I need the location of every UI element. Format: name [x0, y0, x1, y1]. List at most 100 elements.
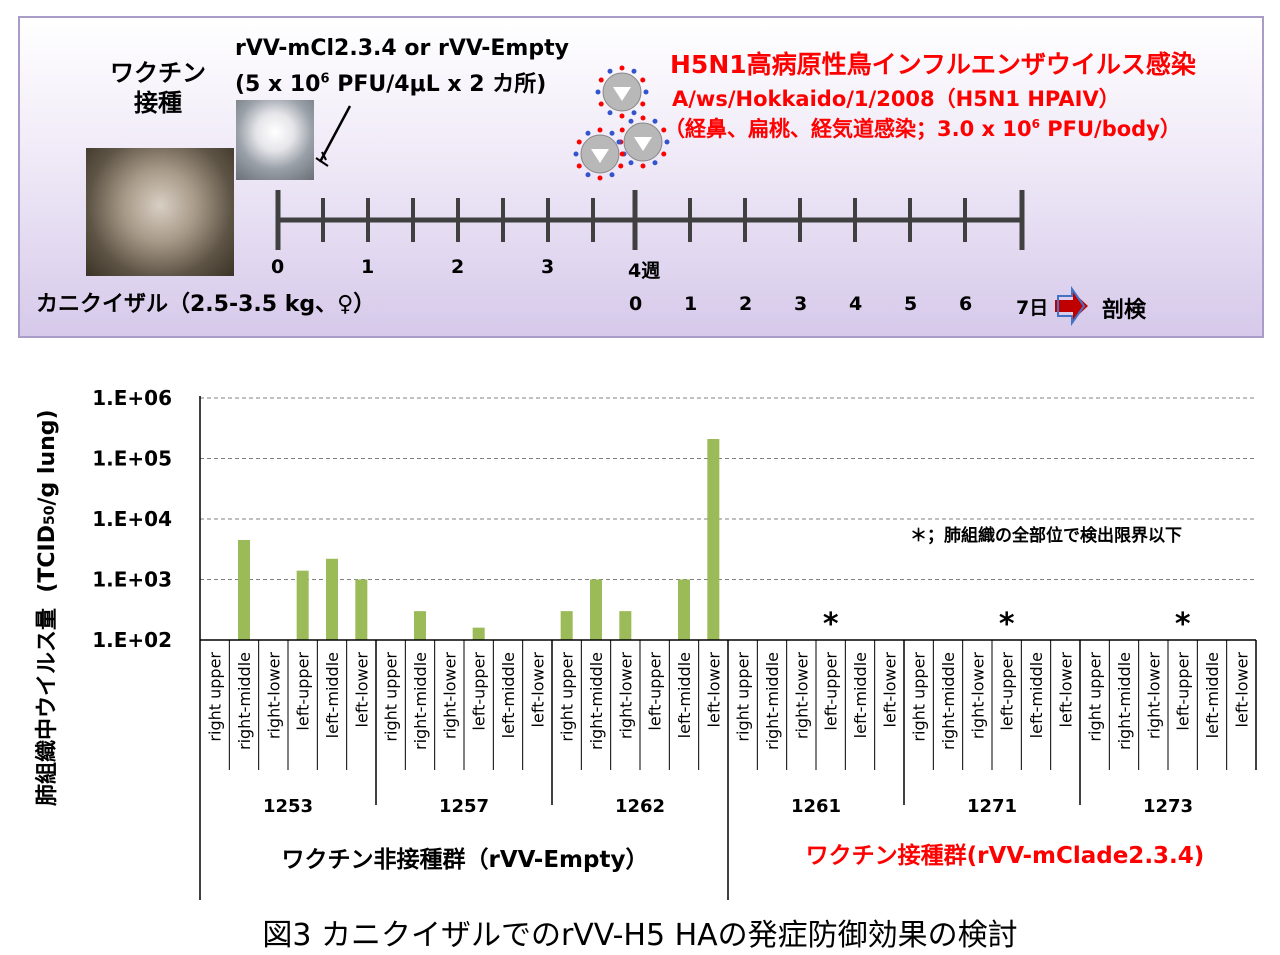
x-category-label: left-lower	[704, 652, 723, 728]
virus-spike	[585, 172, 591, 178]
figure-caption: 図3 カニクイザルでのrVV-H5 HAの発症防御効果の検討	[262, 918, 1018, 953]
bar	[238, 539, 250, 640]
bar	[326, 558, 338, 640]
bar	[707, 439, 720, 640]
bar	[678, 579, 690, 640]
week-tick-label: 4週	[628, 260, 661, 282]
lung-virus-titer-chart: 1.E+02 1.E+03 1.E+04 1.E+05 1.E+06 right upp…	[92, 386, 1257, 900]
x-category-label: left-upper	[470, 652, 489, 731]
bar	[355, 579, 368, 640]
x-category-label: right upper	[558, 652, 577, 742]
virus-core	[634, 137, 652, 151]
x-category-label: left-lower	[1232, 652, 1251, 728]
necropsy-label: 剖検	[1102, 298, 1147, 323]
virus-spike	[643, 89, 649, 95]
x-category-label: left-lower	[352, 652, 371, 728]
infection-route: （経鼻、扁桃、経気道感染；3.0 x 106 PFU/body）	[664, 117, 1181, 141]
day-tick-label: 5	[904, 293, 918, 315]
below-limit-marker: *	[1175, 607, 1191, 642]
arrow-right-icon	[1055, 285, 1088, 327]
bar	[414, 611, 426, 640]
virus-spike	[595, 89, 601, 95]
animal-id-label: 1261	[791, 796, 841, 817]
x-category-label: left-upper	[1174, 652, 1193, 731]
day-tick-label: 7日	[1016, 297, 1049, 319]
timeline	[275, 65, 1088, 327]
x-category-label: right upper	[734, 652, 753, 742]
virus-icon	[595, 65, 649, 119]
virus-core	[591, 149, 609, 163]
virus-spike	[664, 139, 670, 145]
day-tick-label: 0	[629, 293, 643, 315]
group-label-unvaccinated: ワクチン非接種群（rVV-Empty）	[281, 847, 649, 873]
x-category-label: left-upper	[646, 652, 665, 731]
x-category-label: left-middle	[851, 652, 870, 738]
week-tick-label: 2	[451, 256, 465, 278]
x-category-label: right upper	[382, 652, 401, 742]
virus-spike	[585, 130, 591, 136]
virus-spike	[607, 110, 613, 116]
virus-spike	[597, 175, 603, 181]
virus-spike	[661, 151, 667, 157]
x-category-label: left-lower	[528, 652, 547, 728]
day-tick-label: 3	[794, 293, 808, 315]
x-category-label: right upper	[910, 652, 929, 742]
virus-spike	[619, 65, 625, 71]
injection-photo	[236, 100, 314, 180]
x-category-label: right-lower	[1144, 652, 1163, 740]
y-tick-label: 1.E+02	[92, 628, 172, 652]
vaccination-label: ワクチン 接種	[110, 59, 206, 117]
x-category-label: right-lower	[264, 652, 283, 740]
virus-spike	[573, 151, 579, 157]
x-category-label: right-middle	[939, 652, 958, 750]
x-category-label: right-middle	[235, 652, 254, 750]
syringe-icon	[315, 105, 352, 167]
virus-spike	[640, 77, 646, 83]
vaccine-name: rVV-mCl2.3.4 or rVV-Empty	[235, 36, 569, 61]
bar	[619, 611, 632, 640]
virus-spike	[598, 101, 604, 107]
virus-spike	[619, 151, 625, 157]
virus-spike	[598, 77, 604, 83]
virus-spike	[607, 68, 613, 74]
virus-spike	[640, 115, 646, 121]
virus-icon	[616, 115, 670, 169]
x-category-label: left-middle	[675, 652, 694, 738]
virus-spike	[576, 163, 582, 169]
bar	[296, 570, 309, 640]
animal-label: カニクイザル（2.5-3.5 kg、♀）	[36, 292, 376, 317]
vaccine-dose: (5 x 106 PFU/4μL x 2 カ所)	[235, 71, 547, 97]
animal-id-label: 1271	[967, 796, 1017, 817]
x-category-label: left-lower	[1056, 652, 1075, 728]
virus-spike	[597, 127, 603, 133]
below-limit-marker: *	[823, 607, 839, 642]
week-tick-label: 1	[361, 256, 375, 278]
y-tick-label: 1.E+06	[92, 386, 172, 410]
virus-spike	[628, 118, 634, 124]
infection-strain: A/ws/Hokkaido/1/2008（H5N1 HPAIV）	[672, 87, 1120, 111]
animal-id-label: 1262	[615, 796, 665, 817]
x-category-label: left-upper	[822, 652, 841, 731]
virus-spike	[619, 127, 625, 133]
animal-id-label: 1253	[263, 796, 313, 817]
x-category-label: left-middle	[1203, 652, 1222, 738]
week-tick-label: 3	[541, 256, 555, 278]
below-limit-note: ＊；肺組織の全部位で検出限界以下	[910, 526, 1182, 546]
bar	[472, 627, 485, 640]
virus-spike	[631, 68, 637, 74]
group-label-vaccinated: ワクチン接種群(rVV-mClade2.3.4)	[805, 843, 1205, 869]
x-category-label: right-middle	[1115, 652, 1134, 750]
virus-spike	[640, 101, 646, 107]
x-category-label: right-lower	[440, 652, 459, 740]
infection-title: H5N1高病原性鳥インフルエンザウイルス感染	[670, 50, 1196, 79]
virus-icon	[573, 127, 627, 181]
x-category-label: right-middle	[587, 652, 606, 750]
x-category-label: right-lower	[616, 652, 635, 740]
x-category-label: right-middle	[411, 652, 430, 750]
virus-spike	[618, 163, 624, 169]
x-category-label: right upper	[1086, 652, 1105, 742]
x-category-label: left-lower	[880, 652, 899, 728]
virus-spike	[652, 118, 658, 124]
virus-spike	[576, 139, 582, 145]
virus-spike	[628, 160, 634, 166]
